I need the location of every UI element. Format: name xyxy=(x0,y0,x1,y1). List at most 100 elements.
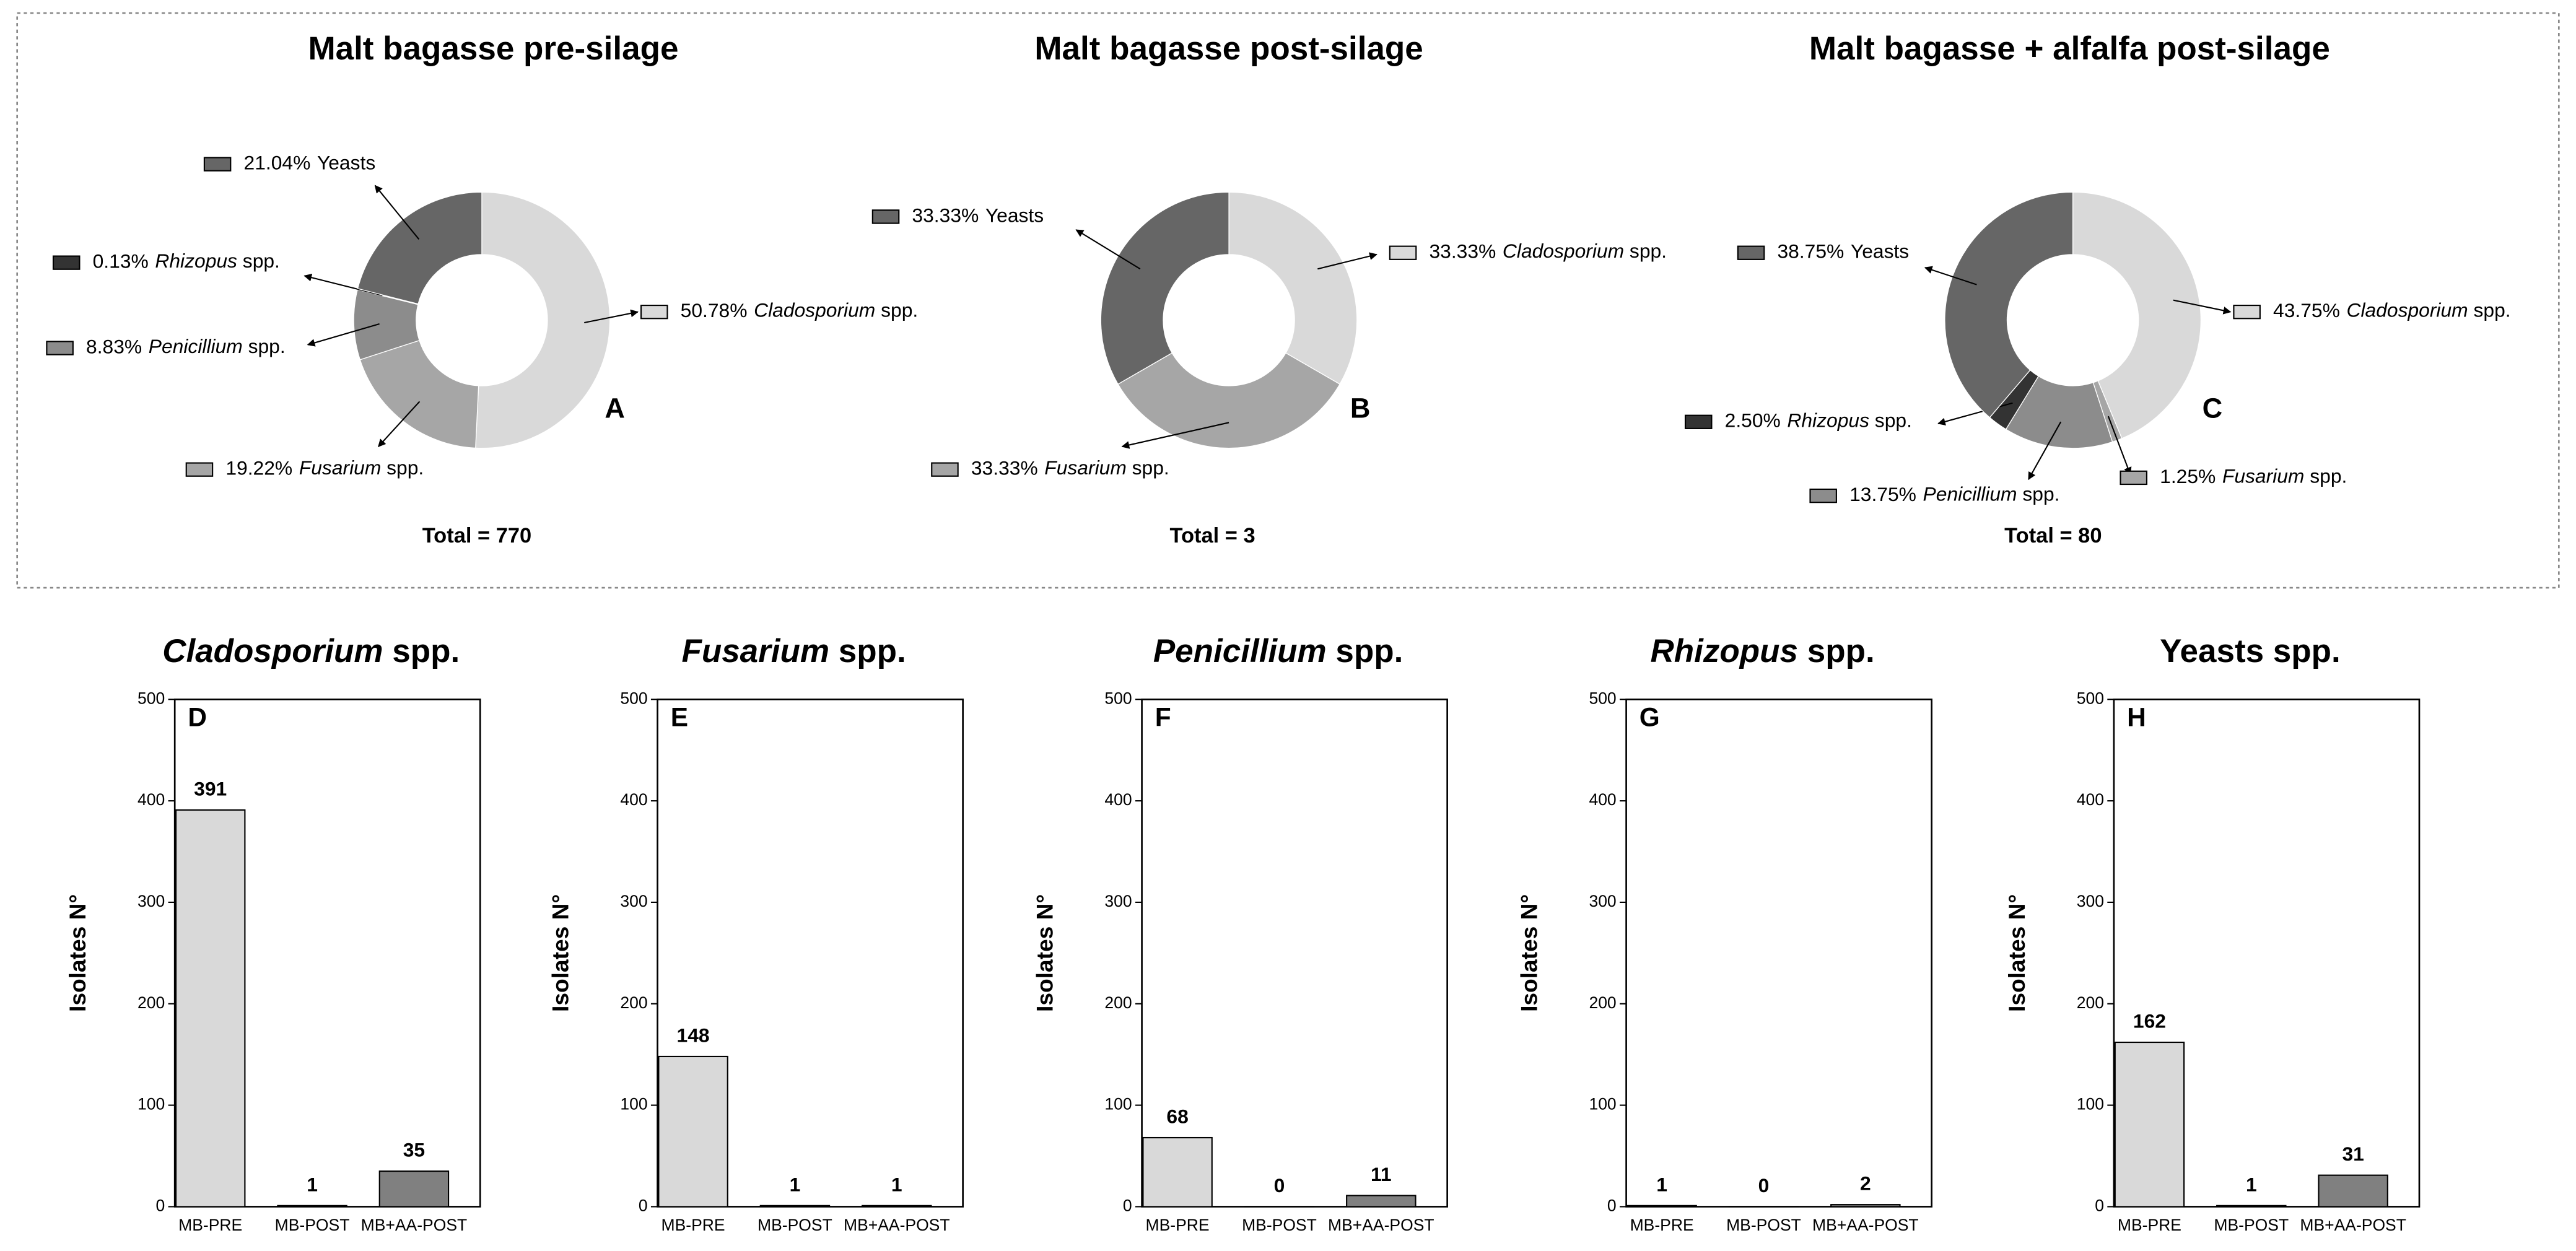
legend-label: Cladosporium spp. xyxy=(754,299,918,321)
legend-swatch xyxy=(185,462,214,477)
y-tick-label: 500 xyxy=(1589,689,1616,707)
leader-arrow xyxy=(378,401,421,447)
panel-label: C xyxy=(2203,393,2223,424)
leader-arrow xyxy=(307,323,380,347)
value-label: 1.25% xyxy=(2160,465,2216,487)
legend-label: Penicillium spp. xyxy=(1923,483,2060,505)
leader-arrow xyxy=(2173,299,2232,315)
chart-title: Penicillium spp. xyxy=(1153,633,1403,669)
y-tick-label: 500 xyxy=(1104,689,1132,707)
legend-label: Cladosporium spp. xyxy=(2346,299,2510,321)
legend-swatch xyxy=(52,255,81,270)
y-tick-label: 500 xyxy=(620,689,647,707)
value-label: 31 xyxy=(2342,1143,2364,1165)
value-label: 391 xyxy=(194,777,227,800)
value-label: 33.33% xyxy=(912,204,979,226)
donut-slice xyxy=(1944,191,2074,419)
leader-arrow xyxy=(584,309,639,324)
value-label: 1 xyxy=(891,1173,902,1195)
y-tick-label: 0 xyxy=(1607,1196,1617,1214)
value-label: 0 xyxy=(1274,1174,1285,1197)
plot-frame xyxy=(1141,698,1448,1208)
chart-title: Malt bagasse pre-silage xyxy=(308,30,678,67)
legend-label: Cladosporium spp. xyxy=(1503,240,1667,263)
legend-swatch xyxy=(931,462,959,477)
y-tick-label: 200 xyxy=(1589,993,1616,1012)
y-tick-label: 400 xyxy=(1104,790,1132,809)
y-axis-label: Isolates N° xyxy=(1516,894,1542,1012)
bar xyxy=(2216,1205,2287,1208)
value-label: 33.33% xyxy=(1429,240,1496,263)
legend-swatch xyxy=(1737,245,1765,260)
legend-swatch xyxy=(2233,305,2261,320)
value-label: 0.13% xyxy=(93,250,149,272)
bar xyxy=(175,809,246,1208)
panel-label: H xyxy=(2127,702,2146,731)
value-label: 1 xyxy=(790,1173,801,1195)
y-tick-label: 200 xyxy=(620,993,647,1012)
total-annotation: Total = 3 xyxy=(1169,524,1255,547)
value-label: 162 xyxy=(2133,1010,2166,1032)
x-tick-label: MB+AA-POST xyxy=(1328,1216,1434,1234)
panel-label: E xyxy=(671,702,688,731)
value-label: 38.75% xyxy=(1777,240,1844,263)
legend-label: Yeasts xyxy=(1851,240,1909,263)
bar xyxy=(1142,1136,1213,1208)
leader-arrow xyxy=(374,185,420,240)
legend-swatch xyxy=(1684,414,1713,429)
value-label: 2 xyxy=(1860,1172,1871,1195)
value-label: 35 xyxy=(403,1139,425,1161)
donut-slice xyxy=(1117,352,1341,449)
chart-title: Fusarium spp. xyxy=(681,633,906,669)
y-axis-label: Isolates N° xyxy=(64,894,90,1012)
bar xyxy=(2114,1041,2185,1208)
total-annotation: Total = 80 xyxy=(2004,524,2102,547)
bar xyxy=(759,1205,831,1208)
legend-swatch xyxy=(203,157,232,172)
bar xyxy=(1626,1205,1697,1208)
value-label: 19.22% xyxy=(225,457,292,479)
x-tick-label: MB-PRE xyxy=(661,1216,725,1234)
bar xyxy=(2318,1174,2388,1208)
bar xyxy=(277,1205,347,1208)
legend-swatch xyxy=(1809,488,1837,503)
chart-title: Rhizopus spp. xyxy=(1651,633,1875,669)
donut-slice xyxy=(475,191,611,449)
y-tick-label: 300 xyxy=(620,892,647,910)
y-tick-label: 0 xyxy=(156,1196,165,1214)
legend-swatch xyxy=(1389,245,1417,260)
y-tick-label: 100 xyxy=(620,1095,647,1114)
donut-slice xyxy=(1100,191,1229,385)
y-axis-label: Isolates N° xyxy=(1032,894,1058,1012)
donut-slice xyxy=(2072,191,2202,439)
leader-arrow xyxy=(1075,229,1141,270)
value-label: 2.50% xyxy=(1725,409,1781,432)
y-tick-label: 200 xyxy=(2077,993,2104,1012)
y-tick-label: 100 xyxy=(138,1095,165,1114)
x-tick-label: MB-POST xyxy=(2214,1216,2289,1234)
chart-title: Malt bagasse post-silage xyxy=(1034,30,1423,67)
value-label: 43.75% xyxy=(2273,299,2340,321)
x-tick-label: MB-PRE xyxy=(1630,1216,1694,1234)
y-tick-label: 200 xyxy=(1104,993,1132,1012)
x-tick-label: MB-POST xyxy=(275,1216,350,1234)
value-label: 11 xyxy=(1371,1163,1392,1185)
value-label: 0 xyxy=(1758,1174,1770,1197)
x-tick-label: MB-POST xyxy=(1726,1216,1801,1234)
y-tick-label: 100 xyxy=(2077,1095,2104,1114)
y-tick-label: 200 xyxy=(138,993,165,1012)
bar xyxy=(1346,1195,1417,1208)
chart-title: Malt bagasse + alfalfa post-silage xyxy=(1809,30,2330,67)
y-tick-label: 300 xyxy=(138,892,165,910)
leader-arrow xyxy=(2107,416,2132,476)
legend-swatch xyxy=(640,305,668,320)
leader-arrow xyxy=(1937,402,2013,426)
bar xyxy=(658,1055,728,1208)
x-tick-label: MB-POST xyxy=(1242,1216,1317,1234)
value-label: 1 xyxy=(1656,1173,1667,1195)
x-tick-label: MB+AA-POST xyxy=(2300,1216,2406,1234)
value-label: 8.83% xyxy=(86,335,142,357)
legend-label: Penicillium spp. xyxy=(149,335,286,357)
panel-border xyxy=(16,12,2560,589)
